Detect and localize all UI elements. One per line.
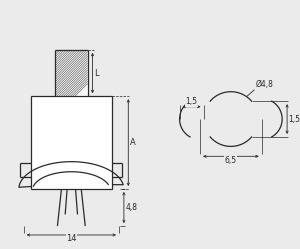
Text: 6,5: 6,5 bbox=[225, 156, 237, 165]
Bar bbox=[55, 50, 88, 96]
Text: 1,5: 1,5 bbox=[186, 97, 198, 106]
Text: 1,5: 1,5 bbox=[288, 115, 300, 124]
Text: 4,8: 4,8 bbox=[126, 203, 138, 212]
Text: 14: 14 bbox=[66, 235, 76, 244]
Text: A: A bbox=[130, 138, 136, 147]
Bar bbox=[31, 96, 112, 189]
Text: Ø4,8: Ø4,8 bbox=[256, 80, 273, 89]
Text: L: L bbox=[94, 68, 99, 77]
